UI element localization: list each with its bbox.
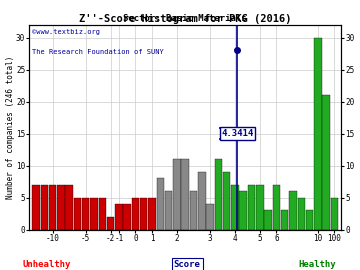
Bar — [123, 204, 131, 230]
Bar — [331, 198, 338, 230]
Bar — [181, 159, 189, 230]
Title: Z''-Score Histogram for PKG (2016): Z''-Score Histogram for PKG (2016) — [79, 14, 292, 24]
Bar — [82, 198, 89, 230]
Bar — [297, 198, 305, 230]
Bar — [32, 185, 40, 230]
Text: Unhealthy: Unhealthy — [23, 260, 71, 269]
Bar — [57, 185, 64, 230]
Bar — [198, 172, 206, 230]
Bar — [90, 198, 98, 230]
Bar — [66, 185, 73, 230]
Text: ©www.textbiz.org: ©www.textbiz.org — [32, 29, 100, 35]
Bar — [273, 185, 280, 230]
Bar — [49, 185, 56, 230]
Bar — [165, 191, 172, 230]
Text: 4.3414: 4.3414 — [221, 129, 253, 138]
Bar — [140, 198, 148, 230]
Text: Score: Score — [174, 260, 201, 269]
Bar — [322, 95, 330, 230]
Bar — [306, 210, 313, 230]
Bar — [107, 217, 114, 230]
Bar — [115, 204, 123, 230]
Text: Sector: Basic Materials: Sector: Basic Materials — [123, 14, 247, 23]
Bar — [239, 191, 247, 230]
Bar — [223, 172, 230, 230]
Bar — [256, 185, 264, 230]
Bar — [74, 198, 81, 230]
Bar — [157, 178, 164, 230]
Text: The Research Foundation of SUNY: The Research Foundation of SUNY — [32, 49, 164, 55]
Bar — [215, 159, 222, 230]
Bar — [41, 185, 48, 230]
Bar — [248, 185, 255, 230]
Bar — [264, 210, 272, 230]
Y-axis label: Number of companies (246 total): Number of companies (246 total) — [5, 56, 14, 199]
Bar — [314, 38, 321, 230]
Bar — [231, 185, 239, 230]
Bar — [206, 204, 214, 230]
Bar — [281, 210, 288, 230]
Bar — [99, 198, 106, 230]
Bar — [148, 198, 156, 230]
Bar — [173, 159, 181, 230]
Bar — [289, 191, 297, 230]
Bar — [132, 198, 139, 230]
Bar — [190, 191, 197, 230]
Text: Healthy: Healthy — [298, 260, 336, 269]
